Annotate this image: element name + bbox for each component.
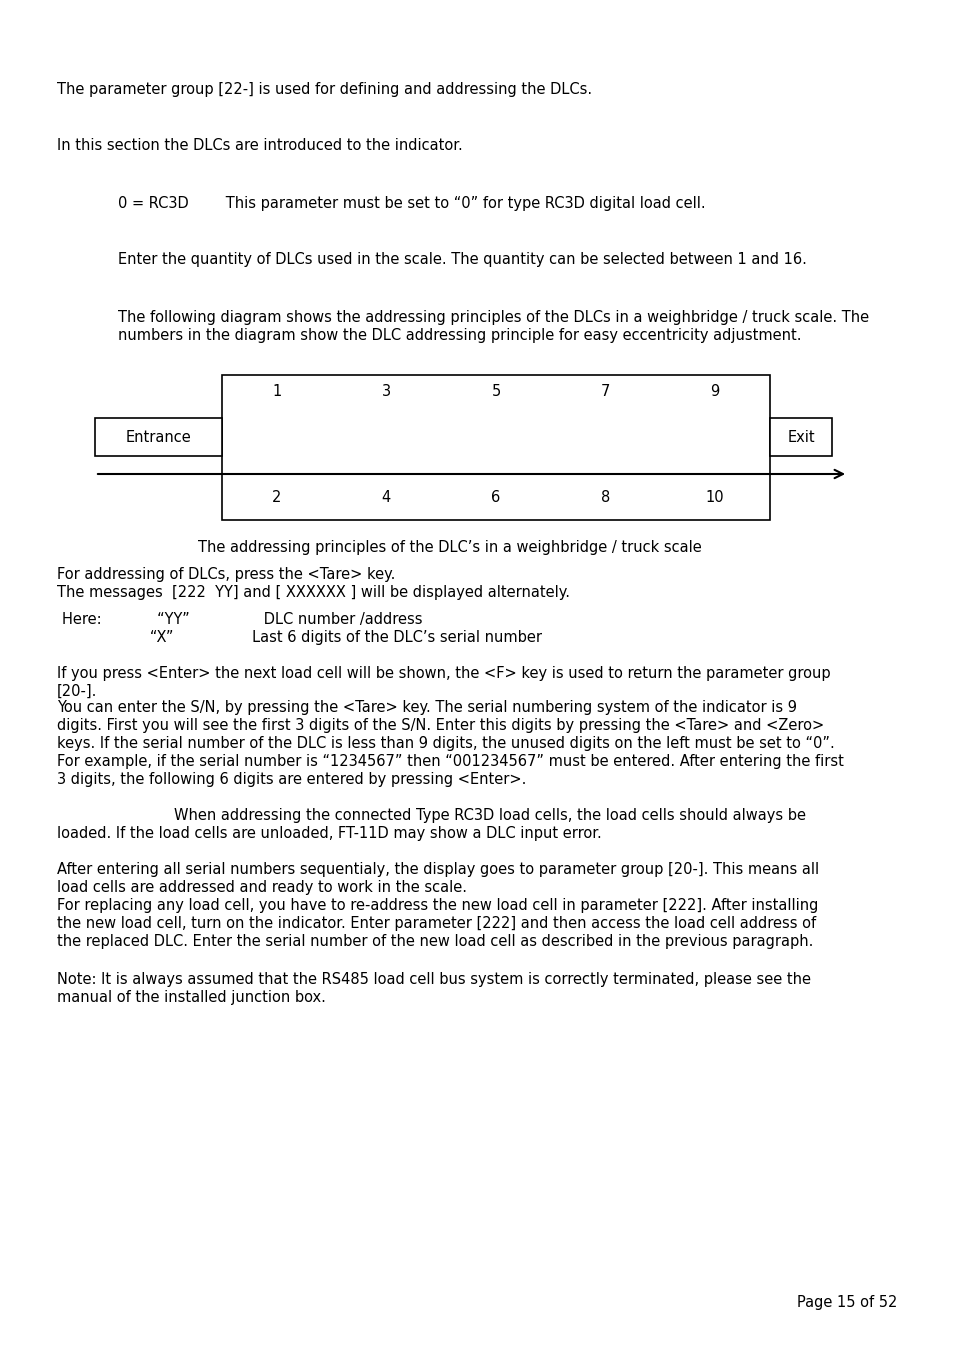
Text: In this section the DLCs are introduced to the indicator.: In this section the DLCs are introduced … (57, 138, 462, 153)
Bar (222, 375, 769, 520)
Text: loaded. If the load cells are unloaded, FT-11D may show a DLC input error.: loaded. If the load cells are unloaded, … (57, 826, 601, 841)
Text: Entrance: Entrance (126, 429, 192, 444)
Text: Exit: Exit (786, 429, 814, 444)
Text: Here:            “YY”                DLC number /address: Here: “YY” DLC number /address (62, 612, 422, 626)
Text: 7: 7 (600, 383, 610, 400)
Text: The following diagram shows the addressing principles of the DLCs in a weighbrid: The following diagram shows the addressi… (118, 310, 868, 325)
Text: If you press <Enter> the next load cell will be shown, the <F> key is used to re: If you press <Enter> the next load cell … (57, 666, 830, 680)
Text: For replacing any load cell, you have to re-address the new load cell in paramet: For replacing any load cell, you have to… (57, 898, 818, 913)
Text: 9: 9 (710, 383, 720, 400)
Text: 6: 6 (491, 490, 500, 505)
Text: digits. First you will see the first 3 digits of the S/N. Enter this digits by p: digits. First you will see the first 3 d… (57, 718, 823, 733)
Text: “X”                 Last 6 digits of the DLC’s serial number: “X” Last 6 digits of the DLC’s serial nu… (62, 630, 541, 645)
Text: the new load cell, turn on the indicator. Enter parameter [222] and then access : the new load cell, turn on the indicator… (57, 917, 815, 932)
Text: numbers in the diagram show the DLC addressing principle for easy eccentricity a: numbers in the diagram show the DLC addr… (118, 328, 801, 343)
Text: The parameter group [22-] is used for defining and addressing the DLCs.: The parameter group [22-] is used for de… (57, 82, 592, 97)
Text: 5: 5 (491, 383, 500, 400)
Text: manual of the installed junction box.: manual of the installed junction box. (57, 990, 326, 1004)
Text: 4: 4 (381, 490, 391, 505)
Text: You can enter the S/N, by pressing the <Tare> key. The serial numbering system o: You can enter the S/N, by pressing the <… (57, 701, 796, 716)
Text: After entering all serial numbers sequentialy, the display goes to parameter gro: After entering all serial numbers sequen… (57, 863, 819, 878)
Text: Page 15 of 52: Page 15 of 52 (796, 1295, 896, 1309)
Text: 3 digits, the following 6 digits are entered by pressing <Enter>.: 3 digits, the following 6 digits are ent… (57, 772, 526, 787)
Text: 10: 10 (705, 490, 723, 505)
Text: keys. If the serial number of the DLC is less than 9 digits, the unused digits o: keys. If the serial number of the DLC is… (57, 736, 834, 751)
Text: Enter the quantity of DLCs used in the scale. The quantity can be selected betwe: Enter the quantity of DLCs used in the s… (118, 252, 806, 267)
Text: 8: 8 (600, 490, 610, 505)
Text: [20-].: [20-]. (57, 684, 97, 699)
Text: the replaced DLC. Enter the serial number of the new load cell as described in t: the replaced DLC. Enter the serial numbe… (57, 934, 813, 949)
Text: 1: 1 (272, 383, 281, 400)
Text: For addressing of DLCs, press the <Tare> key.: For addressing of DLCs, press the <Tare>… (57, 567, 395, 582)
Text: The addressing principles of the DLC’s in a weighbridge / truck scale: The addressing principles of the DLC’s i… (198, 540, 701, 555)
Text: Note: It is always assumed that the RS485 load cell bus system is correctly term: Note: It is always assumed that the RS48… (57, 972, 810, 987)
Text: For example, if the serial number is “1234567” then “001234567” must be entered.: For example, if the serial number is “12… (57, 755, 843, 770)
Text: The messages  [222  YY] and [ XXXXXX ] will be displayed alternately.: The messages [222 YY] and [ XXXXXX ] wil… (57, 585, 569, 599)
Bar (769, 418, 831, 456)
Text: 3: 3 (381, 383, 391, 400)
Text: When addressing the connected Type RC3D load cells, the load cells should always: When addressing the connected Type RC3D … (173, 809, 805, 824)
Text: 2: 2 (272, 490, 281, 505)
Text: load cells are addressed and ready to work in the scale.: load cells are addressed and ready to wo… (57, 880, 467, 895)
Text: 0 = RC3D        This parameter must be set to “0” for type RC3D digital load cel: 0 = RC3D This parameter must be set to “… (118, 196, 705, 211)
Bar (95, 418, 222, 456)
